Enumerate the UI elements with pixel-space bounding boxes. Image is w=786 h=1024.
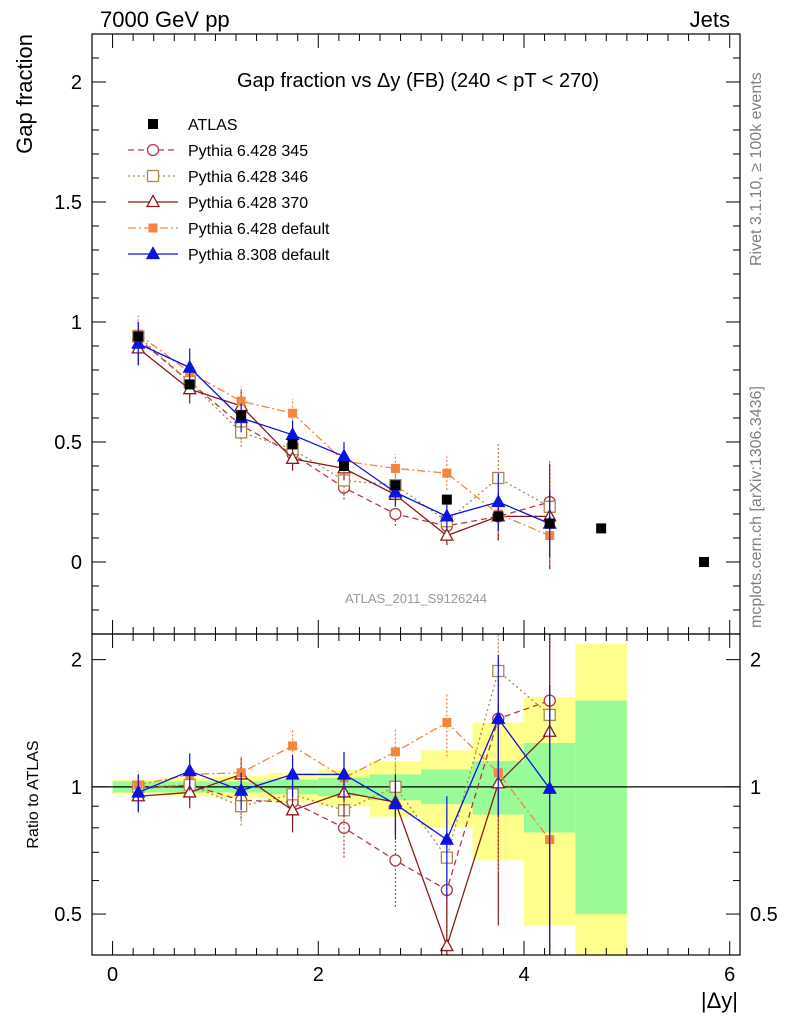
data-point	[285, 766, 300, 780]
series-pythia-6-428-default	[133, 314, 555, 565]
main-panel-plot-area	[131, 314, 709, 570]
legend-item: Pythia 6.428 default	[128, 221, 330, 238]
x-tick-label: 0	[107, 964, 118, 986]
main-y-axis-label: Gap fraction	[12, 34, 37, 154]
series-line	[138, 669, 551, 860]
legend-item: Pythia 6.428 346	[128, 169, 308, 186]
data-point	[491, 710, 506, 724]
data-point	[596, 523, 607, 534]
legend-item: Pythia 8.308 default	[128, 246, 330, 264]
ratio-y-axis-label: Ratio to ATLAS	[25, 740, 42, 848]
y-tick-label: 1	[71, 312, 82, 334]
legend-item: Pythia 6.428 345	[128, 143, 308, 160]
band-inner	[575, 700, 627, 915]
legend-label: Pythia 8.308 default	[188, 247, 330, 264]
data-point	[182, 763, 197, 777]
data-point	[182, 784, 197, 798]
data-point	[439, 938, 454, 952]
data-point	[439, 831, 454, 845]
data-point	[388, 796, 403, 810]
legend-marker	[146, 143, 160, 157]
legend-label: Pythia 6.428 346	[188, 169, 308, 186]
y-tick-label: 0	[71, 552, 82, 574]
data-point	[544, 518, 555, 529]
data-point	[288, 408, 298, 418]
y-tick-label-left: 1	[71, 777, 82, 799]
data-point	[182, 359, 197, 373]
data-point	[131, 784, 146, 798]
data-point	[285, 426, 300, 440]
header-right-label: Jets	[689, 7, 730, 32]
series-pythia-8-308-default	[131, 322, 557, 558]
data-point	[389, 507, 402, 521]
legend-item: Pythia 6.428 370	[128, 194, 308, 212]
data-point	[184, 379, 195, 390]
legend-item: ATLAS	[148, 117, 238, 134]
legend-marker	[145, 194, 161, 208]
data-point	[339, 461, 349, 471]
data-point	[336, 448, 352, 462]
data-point	[493, 511, 504, 522]
series-line	[138, 721, 551, 841]
data-point	[390, 480, 401, 491]
data-point	[236, 396, 246, 406]
data-point	[131, 335, 146, 349]
legend-label: ATLAS	[188, 117, 238, 134]
y-tick-label-left: 0.5	[54, 904, 82, 926]
x-axis-label: |Δy|	[701, 988, 738, 1013]
data-point	[390, 463, 400, 473]
y-tick-label: 0.5	[54, 432, 82, 454]
data-point	[442, 717, 452, 727]
data-point	[236, 410, 247, 421]
data-point	[442, 468, 452, 478]
data-point	[133, 331, 144, 342]
data-point	[234, 782, 249, 796]
legend-label: Pythia 6.428 default	[188, 221, 330, 238]
y-tick-label-right: 1	[750, 777, 761, 799]
x-tick-label: 6	[724, 964, 735, 986]
y-tick-label-right: 0.5	[750, 904, 778, 926]
x-tick-label: 4	[518, 964, 529, 986]
ratio-panel-axes: 0.5 0.5 1 1 2 2 0 2 4 6	[54, 634, 778, 986]
data-point	[285, 802, 300, 816]
legend-marker	[148, 223, 158, 233]
y-tick-label-right: 2	[750, 650, 761, 672]
data-point	[699, 557, 709, 567]
chart-title: Gap fraction vs Δy (FB) (240 < pT < 270)	[237, 70, 599, 92]
data-point	[287, 439, 298, 450]
data-point	[389, 854, 402, 867]
series-line	[138, 343, 550, 525]
ratio-series-pythia-8-308-default	[131, 655, 557, 955]
ratio-panel-plot-area	[92, 634, 740, 955]
data-point	[439, 527, 454, 541]
legend-label: Pythia 6.428 345	[188, 143, 308, 160]
header-left-label: 7000 GeV pp	[100, 7, 230, 32]
watermark-label: ATLAS_2011_S9126244	[345, 591, 487, 606]
y-tick-label: 1.5	[54, 192, 82, 214]
legend-marker	[146, 169, 160, 183]
data-point	[285, 450, 300, 464]
data-point	[542, 780, 557, 794]
y-tick-label: 2	[71, 72, 82, 94]
series-atlas	[133, 331, 709, 567]
data-point	[491, 494, 506, 508]
data-point	[288, 741, 298, 751]
legend: ATLAS Pythia 6.428 345 Pythia 6.428 346 Pyt…	[128, 117, 330, 264]
data-point	[388, 484, 403, 498]
y-tick-label-left: 2	[71, 650, 82, 672]
legend-label: Pythia 6.428 370	[188, 195, 308, 212]
legend-marker	[148, 119, 158, 129]
x-tick-label: 2	[313, 964, 324, 986]
data-point	[439, 508, 454, 522]
data-point	[441, 494, 452, 505]
ratio-panel-frame	[91, 633, 741, 956]
data-point	[336, 766, 352, 780]
legend-marker	[145, 246, 161, 260]
data-point	[390, 747, 400, 757]
